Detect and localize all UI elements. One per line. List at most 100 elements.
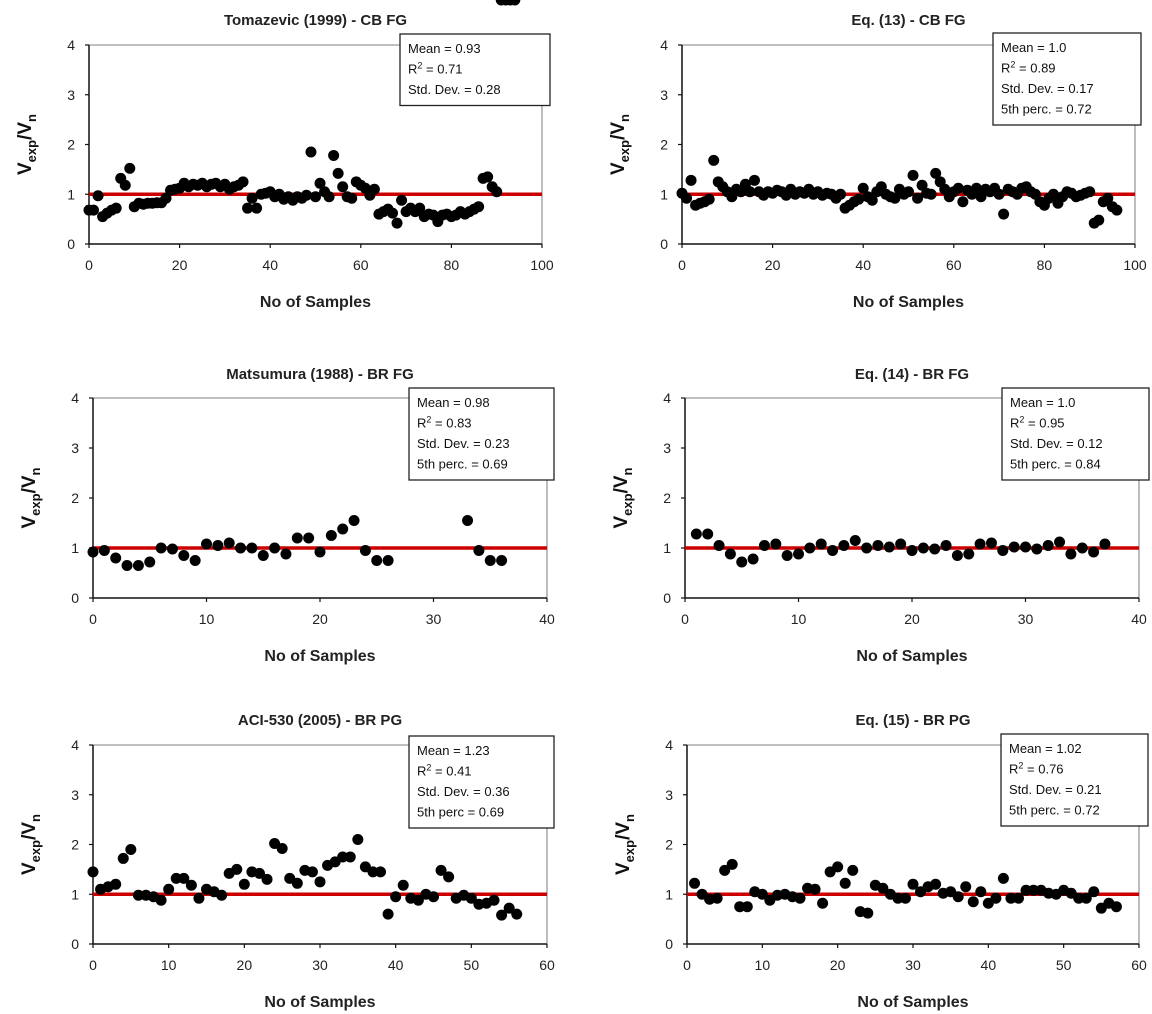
stats-line: Mean = 0.93 <box>408 41 481 56</box>
stats-box <box>408 387 555 481</box>
stats-line: R2 = 0.76 <box>1009 761 1064 777</box>
data-point <box>990 892 1002 904</box>
stats-sup: 2 <box>1018 761 1023 771</box>
stats-label: Mean = <box>417 395 464 410</box>
y-label-sep: /V <box>19 475 40 493</box>
data-point <box>348 515 360 526</box>
stats-value: 0.23 <box>484 436 509 451</box>
data-point <box>178 872 190 884</box>
data-point <box>903 186 914 198</box>
x-tick-label: 30 <box>1018 611 1034 627</box>
chart-title: Eq. (15) - BR PG <box>855 712 970 729</box>
data-point <box>744 186 756 198</box>
data-point <box>306 866 318 878</box>
data-point <box>87 546 99 558</box>
data-point <box>328 149 340 161</box>
data-point <box>496 555 508 566</box>
y-tick-label: 0 <box>71 936 79 952</box>
data-point <box>337 851 349 863</box>
y-tick-label: 4 <box>67 37 75 53</box>
data-point <box>276 842 288 854</box>
y-label-sub1: exp <box>617 140 632 162</box>
stats-line: 5th perc. = 0.84 <box>1010 457 1101 472</box>
data-point <box>124 162 136 174</box>
data-point <box>975 886 987 898</box>
data-point <box>359 545 371 556</box>
stats-line: R2 = 0.41 <box>417 763 472 779</box>
y-tick-label: 2 <box>660 137 668 153</box>
data-point <box>907 878 919 890</box>
data-point <box>261 873 273 885</box>
y-tick-label: 1 <box>663 540 671 556</box>
stats-value: 0.84 <box>1075 457 1100 472</box>
data-point <box>889 192 901 204</box>
x-tick-label: 60 <box>539 957 555 973</box>
data-point <box>346 192 358 204</box>
y-label-sep: /V <box>19 822 40 840</box>
data-point <box>314 546 326 558</box>
data-point <box>1110 901 1122 913</box>
x-axis-label: No of Samples <box>856 648 967 665</box>
y-tick-label: 4 <box>660 37 668 53</box>
data-point <box>741 901 753 913</box>
y-label-sub1: exp <box>28 493 43 515</box>
y-label-sub1: exp <box>620 493 635 515</box>
data-point <box>857 182 869 194</box>
stats-value: 0.28 <box>475 82 500 97</box>
data-point <box>770 538 782 550</box>
stats-label: Std. Dev. = <box>1010 436 1077 451</box>
stats-label: Mean = <box>417 743 464 758</box>
stats-sup: 2 <box>1010 60 1015 70</box>
data-point <box>998 208 1010 220</box>
data-point <box>804 542 816 554</box>
data-point <box>930 878 942 890</box>
data-point <box>352 834 364 846</box>
data-point <box>337 181 349 193</box>
y-axis-label: Vexp/Vn <box>15 114 39 175</box>
stats-sup: 2 <box>1019 415 1024 425</box>
stats-label: Mean = <box>1009 741 1056 756</box>
x-tick-label: 50 <box>464 957 480 973</box>
stats-value: 0.72 <box>1074 803 1099 818</box>
data-point <box>1099 538 1111 550</box>
data-point <box>906 545 918 556</box>
y-tick-label: 2 <box>71 490 79 506</box>
stats-line: 5th perc. = 0.72 <box>1009 803 1100 818</box>
y-tick-label: 3 <box>660 87 668 103</box>
data-point <box>371 555 383 566</box>
x-axis-label: No of Samples <box>853 294 964 311</box>
x-axis-label: No of Samples <box>264 648 375 665</box>
x-tick-label: 30 <box>312 957 328 973</box>
data-point <box>473 545 485 556</box>
data-point <box>488 894 500 906</box>
x-tick-label: 20 <box>904 611 920 627</box>
data-point <box>382 555 394 566</box>
y-tick-label: 4 <box>663 390 671 406</box>
stats-box <box>1001 387 1150 481</box>
data-point <box>793 548 804 560</box>
data-point <box>997 545 1009 556</box>
stats-sup: 2 <box>417 61 422 71</box>
x-tick-label: 0 <box>681 611 689 627</box>
data-point <box>212 540 224 551</box>
y-axis-label: Vexp/Vn <box>19 814 43 875</box>
data-point <box>960 881 972 893</box>
stats-line: Std. Dev. = 0.12 <box>1010 436 1103 451</box>
stats-label: Std. Dev. = <box>1001 81 1068 96</box>
stats-label2: = <box>422 62 437 77</box>
chart-title: Tomazevic (1999) - CB FG <box>224 12 407 29</box>
stats-label: R <box>408 62 417 77</box>
y-tick-label: 1 <box>71 540 79 556</box>
data-point <box>160 192 172 204</box>
data-point <box>412 894 424 906</box>
data-point <box>185 879 197 891</box>
y-tick-label: 1 <box>71 886 79 902</box>
data-point <box>382 908 394 920</box>
x-tick-label: 60 <box>946 257 962 273</box>
data-point <box>1028 884 1040 896</box>
data-point <box>951 550 963 561</box>
stats-line: 5th perc. = 0.72 <box>1001 102 1092 117</box>
data-point <box>368 183 380 195</box>
data-point <box>734 901 746 913</box>
